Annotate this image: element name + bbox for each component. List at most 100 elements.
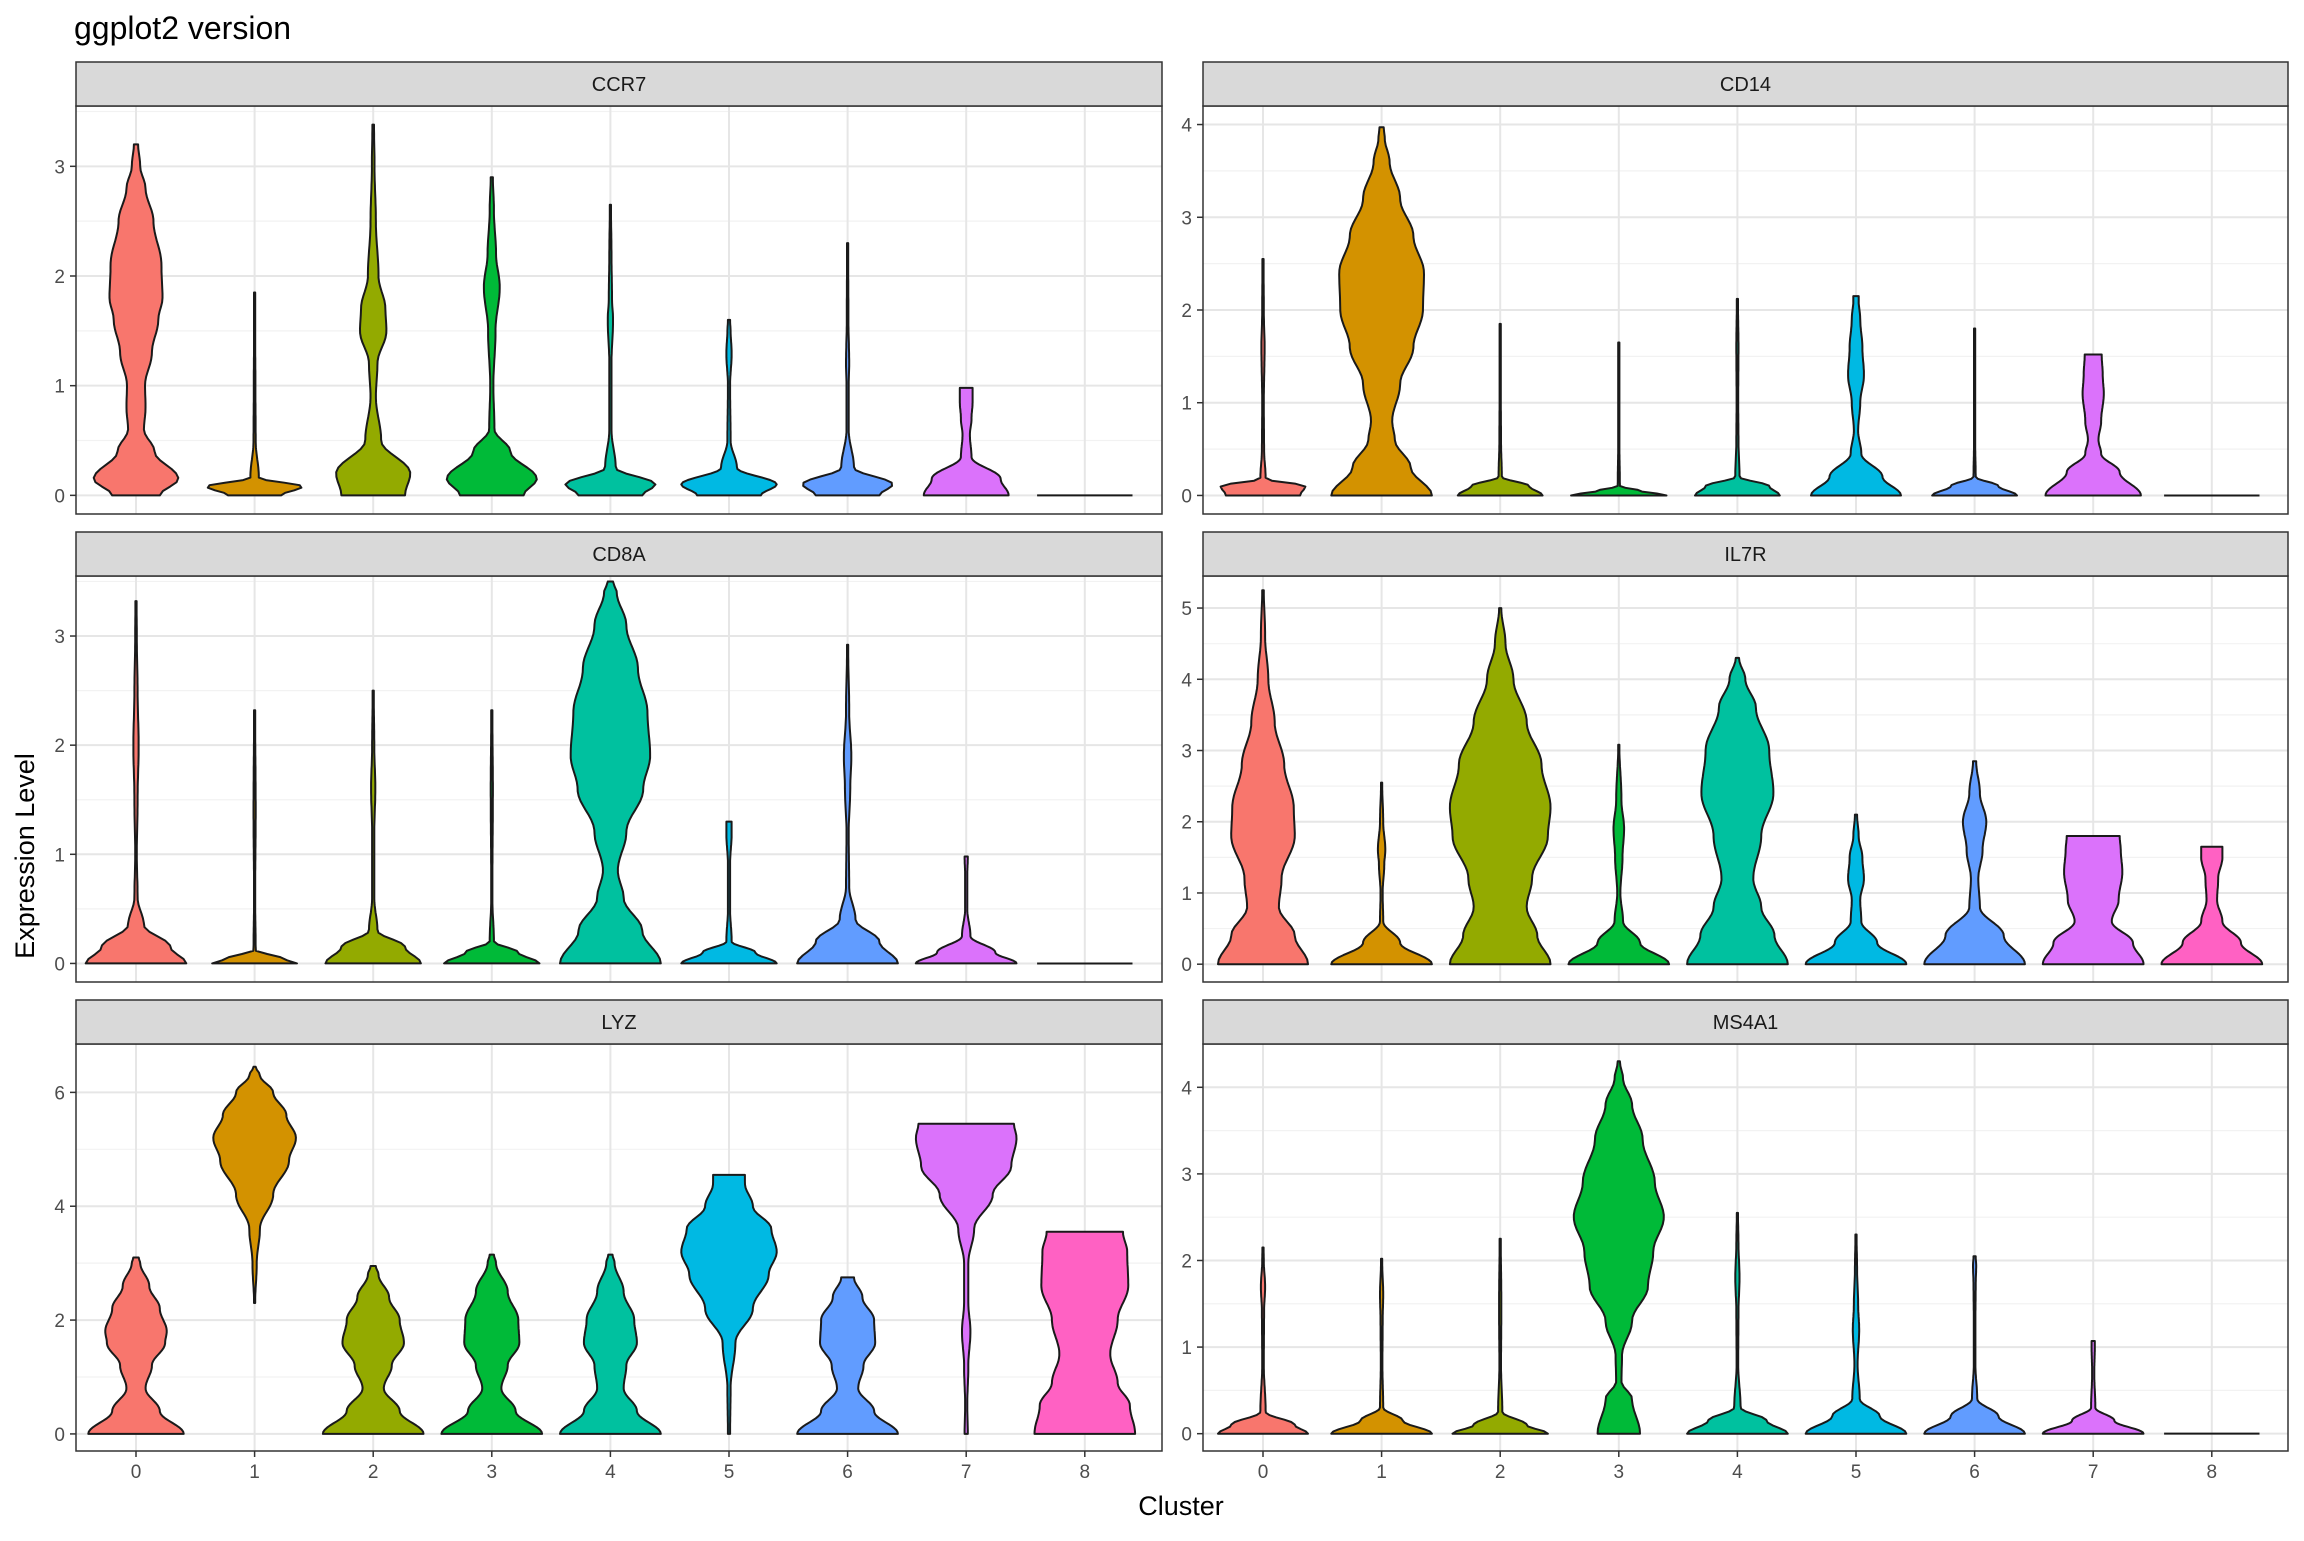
x-tick-label: 4 [1732, 1462, 1743, 1483]
x-tick-label: 1 [1376, 1462, 1387, 1483]
panel-background [76, 106, 1162, 514]
y-tick-label: 6 [54, 1083, 65, 1104]
violin-8 [2160, 845, 2264, 966]
x-tick-label: 3 [487, 1462, 498, 1483]
y-tick-label: 0 [1181, 486, 1192, 507]
x-tick-label: 8 [2207, 1462, 2218, 1483]
x-tick-label: 6 [842, 1462, 853, 1483]
violin-1 [212, 1065, 297, 1304]
violin-1 [206, 291, 303, 497]
facet-strip [75, 999, 1163, 1045]
violin-0 [87, 1256, 185, 1435]
y-tick-label: 0 [1181, 1425, 1192, 1446]
y-tick-label: 2 [54, 736, 65, 757]
violin-6 [802, 242, 893, 497]
violin-5 [1804, 1233, 1908, 1435]
violin-7 [2044, 353, 2142, 497]
violin-0 [1219, 258, 1307, 497]
violin-5 [680, 1173, 778, 1435]
y-tick-label: 3 [1181, 208, 1192, 229]
facet-cd8a: CD8A 0 1 2 3 [54, 531, 1163, 983]
violin-2 [324, 689, 422, 965]
violin-7 [914, 1122, 1018, 1435]
x-tick-label: 3 [1614, 1462, 1625, 1483]
violin-7 [2041, 1340, 2145, 1435]
x-tick-label: 0 [131, 1462, 142, 1483]
violin-0 [92, 143, 180, 497]
violin-4 [559, 580, 662, 965]
violin-2 [321, 1265, 425, 1435]
violin-7 [922, 386, 1010, 497]
facet-cd14: CD14 0 1 2 3 4 [1181, 61, 2289, 515]
violin-3 [440, 1253, 544, 1435]
violin-6 [1923, 760, 2026, 966]
violin-3 [445, 176, 538, 497]
x-tick-label: 8 [1080, 1462, 1091, 1483]
x-tick-label: 6 [1969, 1462, 1980, 1483]
violin-2 [1451, 1237, 1549, 1435]
y-tick-label: 0 [54, 1425, 65, 1446]
violin-0 [1217, 1246, 1309, 1435]
facet-panels: CCR7 0 1 2 3 CD14 0 1 2 3 4 CD8A 0 1 2 3 IL7R 0 1 2 3 4 5 LYZ 0 2… [54, 61, 2289, 1483]
violin-3 [1572, 1060, 1665, 1435]
y-tick-label: 3 [1181, 1165, 1192, 1186]
y-tick-label: 3 [1181, 742, 1192, 763]
plot-title: ggplot2 version [74, 10, 291, 46]
y-tick-label: 0 [54, 486, 65, 507]
y-tick-label: 2 [1181, 301, 1192, 322]
violin-6 [1931, 327, 2018, 497]
x-tick-label: 7 [2088, 1462, 2099, 1483]
x-tick-label: 7 [961, 1462, 972, 1483]
violin-0 [84, 600, 188, 965]
facet-ms4a1: MS4A1 0 1 2 3 4 0 1 2 3 4 5 6 7 8 [1181, 999, 2289, 1483]
x-tick-label: 5 [1851, 1462, 1862, 1483]
violin-4 [1686, 656, 1789, 966]
x-tick-label: 0 [1258, 1462, 1269, 1483]
violin-4 [1694, 297, 1781, 497]
y-axis-title: Expression Level [10, 753, 40, 959]
violin-2 [1448, 607, 1552, 966]
violin-5 [680, 820, 778, 965]
facet-il7r: IL7R 0 1 2 3 4 5 [1181, 531, 2289, 983]
y-tick-label: 4 [1181, 1078, 1192, 1099]
violin-7 [914, 855, 1018, 965]
violin-5 [680, 318, 778, 497]
y-tick-label: 4 [1181, 116, 1192, 137]
violin-3 [1567, 743, 1671, 966]
violin-8 [1033, 1230, 1137, 1435]
violin-5 [1804, 813, 1908, 966]
violin-2 [1456, 322, 1544, 497]
violin-0 [1217, 589, 1309, 966]
violin-6 [796, 643, 899, 965]
facet-lyz: LYZ 0 2 4 6 0 1 2 3 4 5 6 7 8 [54, 999, 1163, 1483]
x-axis-title: Cluster [1138, 1491, 1224, 1521]
violin-7 [2041, 835, 2145, 966]
x-tick-label: 5 [724, 1462, 735, 1483]
facet-strip [1202, 531, 2289, 577]
y-tick-label: 2 [1181, 813, 1192, 834]
panel-background [1203, 1044, 2288, 1451]
y-tick-label: 2 [1181, 1251, 1192, 1272]
y-tick-label: 2 [54, 267, 65, 288]
facet-strip [75, 531, 1163, 577]
y-tick-label: 5 [1181, 599, 1192, 620]
violin-6 [1923, 1255, 2026, 1435]
facet-strip [1202, 61, 2289, 107]
violin-4 [564, 203, 657, 497]
violin-1 [211, 709, 298, 965]
y-tick-label: 0 [1181, 955, 1192, 976]
facet-strip-label: CD14 [1720, 74, 1771, 96]
facet-strip-label: LYZ [601, 1012, 636, 1034]
y-tick-label: 2 [54, 1311, 65, 1332]
facet-ccr7: CCR7 0 1 2 3 [54, 61, 1163, 515]
facet-strip-label: CD8A [592, 544, 646, 566]
y-tick-label: 1 [1181, 884, 1192, 905]
y-tick-label: 1 [1181, 1338, 1192, 1359]
y-tick-label: 3 [54, 157, 65, 178]
violin-4 [1686, 1211, 1789, 1435]
facet-strip-label: MS4A1 [1713, 1012, 1779, 1034]
facet-strip-label: CCR7 [592, 74, 646, 96]
facet-strip [75, 61, 1163, 107]
